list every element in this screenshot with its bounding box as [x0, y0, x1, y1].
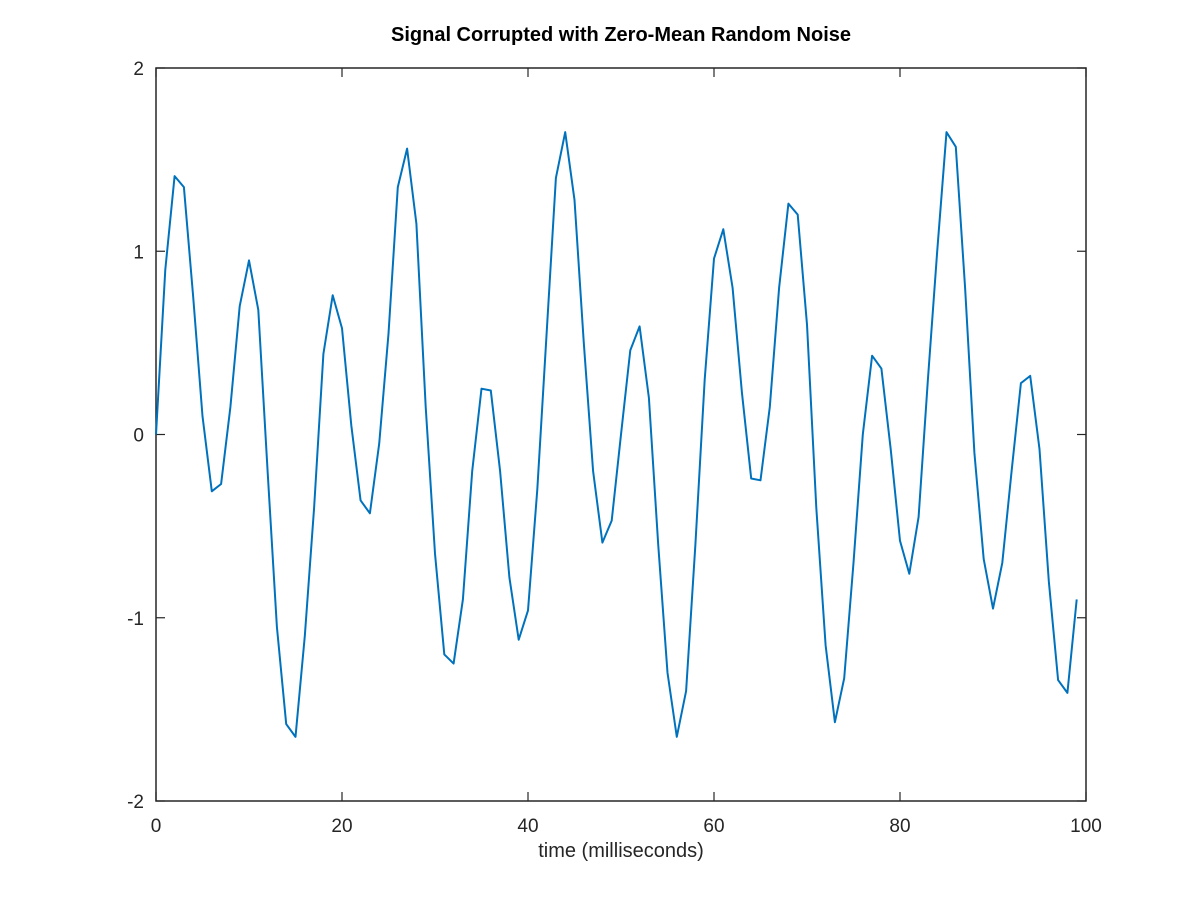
x-tick-label: 100 [1070, 816, 1102, 837]
y-tick-label: 1 [133, 242, 144, 263]
x-tick-label: 0 [151, 816, 162, 837]
y-tick-label: -1 [127, 609, 144, 630]
x-tick-label: 80 [889, 816, 910, 837]
x-axis-label: time (milliseconds) [538, 840, 704, 862]
chart-title: Signal Corrupted with Zero-Mean Random N… [390, 24, 852, 46]
y-tick-label: -2 [127, 792, 144, 813]
series-line [155, 131, 1078, 738]
y-tick-label: 2 [133, 59, 144, 80]
x-tick-label: 20 [331, 816, 352, 837]
y-tick-label: 0 [133, 426, 144, 447]
x-tick-label: 40 [517, 816, 538, 837]
x-tick-label: 60 [703, 816, 724, 837]
